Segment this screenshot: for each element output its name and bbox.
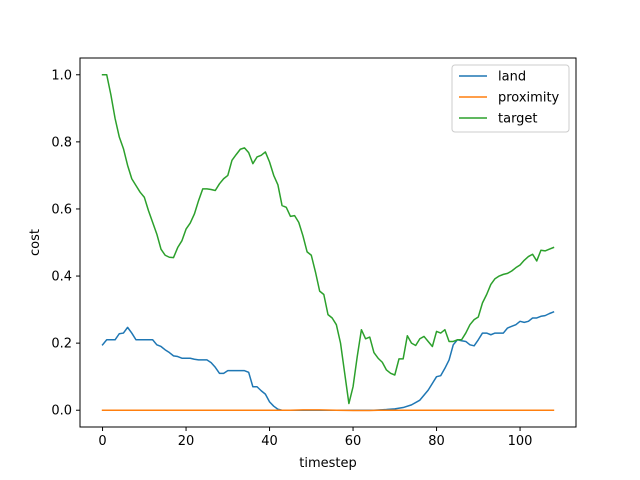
series-layer xyxy=(101,74,555,412)
legend-items: land proximity target xyxy=(459,70,560,127)
y-tick-label: 1.0 xyxy=(51,68,72,83)
y-tick-label: 0.2 xyxy=(51,337,72,352)
series-line-target xyxy=(101,74,555,405)
legend: land proximity target xyxy=(451,64,570,133)
y-tick-label: 0.6 xyxy=(51,202,72,217)
x-tick-label: 60 xyxy=(345,434,362,449)
legend-label-target: target xyxy=(498,112,538,127)
x-tick-label: 100 xyxy=(508,434,533,449)
ticks-layer: 0 20 40 60 80 100 0.0 0.2 0.4 0.6 0.8 1.0 xyxy=(51,68,532,449)
x-tick-label: 0 xyxy=(98,434,106,449)
x-tick-label: 20 xyxy=(178,434,195,449)
x-tick-label: 80 xyxy=(428,434,445,449)
legend-label-land: land xyxy=(498,70,526,85)
series-line-proximity xyxy=(101,409,555,412)
y-axis-label: cost xyxy=(28,229,43,256)
y-tick-label: 0.4 xyxy=(51,270,72,285)
y-tick-label: 0.8 xyxy=(51,135,72,150)
x-tick-label: 40 xyxy=(261,434,278,449)
legend-label-proximity: proximity xyxy=(498,91,560,106)
axes-frame xyxy=(79,57,577,428)
x-axis-label: timestep xyxy=(299,456,357,471)
y-tick-label: 0.0 xyxy=(51,404,72,419)
legend-box xyxy=(451,64,570,133)
